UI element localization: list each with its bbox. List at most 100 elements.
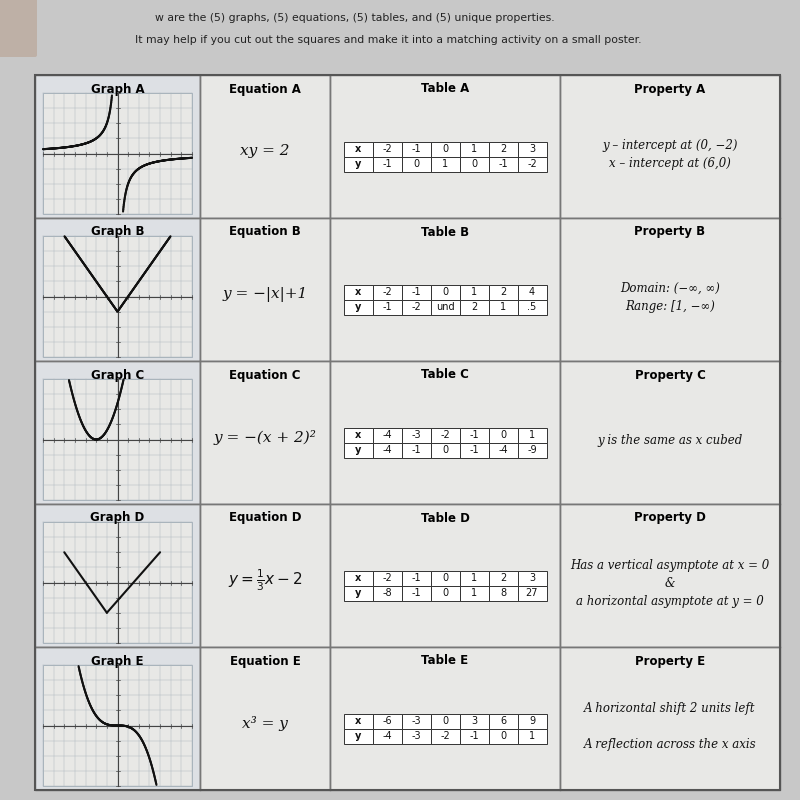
Text: Table A: Table A [421, 82, 469, 95]
Text: Property E: Property E [635, 654, 705, 667]
Bar [330, 504, 560, 647]
Bar [373, 729, 402, 743]
Bar [402, 586, 430, 601]
Bar [459, 299, 489, 314]
Bar [560, 647, 780, 790]
Bar [343, 427, 373, 442]
Text: Graph E: Graph E [91, 654, 144, 667]
Text: -1: -1 [498, 159, 508, 169]
Text: y: y [355, 159, 361, 169]
Bar [343, 299, 373, 314]
Text: -2: -2 [382, 573, 392, 583]
Text: Graph A: Graph A [90, 82, 144, 95]
Bar [518, 714, 546, 729]
Text: -2: -2 [440, 430, 450, 440]
Text: y: y [355, 445, 361, 455]
Bar [430, 586, 459, 601]
Bar [459, 157, 489, 171]
Text: -4: -4 [498, 445, 508, 455]
Text: x: x [355, 430, 361, 440]
Bar [343, 442, 373, 458]
Text: Equation C: Equation C [230, 369, 301, 382]
Bar [430, 729, 459, 743]
Bar [330, 75, 560, 218]
Bar [430, 299, 459, 314]
Bar [343, 586, 373, 601]
Bar [373, 442, 402, 458]
Bar [459, 586, 489, 601]
Text: -1: -1 [411, 588, 421, 598]
Text: x: x [355, 716, 361, 726]
Text: 1: 1 [471, 588, 477, 598]
Text: 1: 1 [471, 287, 477, 297]
Bar [489, 729, 518, 743]
Bar [43, 379, 192, 500]
FancyBboxPatch shape [0, 0, 37, 57]
Bar [560, 218, 780, 361]
Text: 4: 4 [529, 287, 535, 297]
Text: Domain: (−∞, ∞)
Range: [1, −∞): Domain: (−∞, ∞) Range: [1, −∞) [620, 282, 720, 313]
Bar [200, 218, 330, 361]
Bar [330, 218, 560, 361]
Text: Graph B: Graph B [90, 226, 144, 238]
Text: y: y [355, 302, 361, 312]
Bar [373, 142, 402, 157]
Text: x: x [355, 287, 361, 297]
Bar [402, 442, 430, 458]
Bar [560, 75, 780, 218]
Bar [43, 665, 192, 786]
Text: -2: -2 [382, 144, 392, 154]
Bar [402, 142, 430, 157]
Text: Equation B: Equation B [229, 226, 301, 238]
Bar [330, 361, 560, 504]
Bar [459, 714, 489, 729]
Text: xy = 2: xy = 2 [240, 145, 290, 158]
Text: 6: 6 [500, 716, 506, 726]
Text: x: x [355, 573, 361, 583]
Text: Graph C: Graph C [91, 369, 144, 382]
Bar [330, 647, 560, 790]
Text: -1: -1 [411, 144, 421, 154]
Bar [430, 142, 459, 157]
Text: 0: 0 [500, 731, 506, 741]
Bar [430, 157, 459, 171]
Bar [459, 285, 489, 299]
Bar [343, 729, 373, 743]
Text: -1: -1 [469, 731, 479, 741]
Text: x³ = y: x³ = y [242, 716, 288, 731]
Bar [459, 729, 489, 743]
Text: 3: 3 [529, 144, 535, 154]
Text: 9: 9 [529, 716, 535, 726]
Text: 0: 0 [442, 588, 448, 598]
Bar [200, 647, 330, 790]
Bar [560, 504, 780, 647]
Bar [343, 570, 373, 586]
Bar [35, 504, 200, 647]
Text: Has a vertical asymptote at x = 0
&
a horizontal asymptote at y = 0: Has a vertical asymptote at x = 0 & a ho… [570, 559, 770, 608]
Text: 2: 2 [500, 573, 506, 583]
Text: Equation D: Equation D [229, 511, 302, 525]
Text: 0: 0 [442, 445, 448, 455]
Text: 0: 0 [442, 716, 448, 726]
Text: 1: 1 [471, 573, 477, 583]
Text: 0: 0 [413, 159, 419, 169]
Text: -3: -3 [411, 731, 421, 741]
Bar [402, 729, 430, 743]
Text: Table E: Table E [422, 654, 469, 667]
Text: Equation E: Equation E [230, 654, 300, 667]
Bar [373, 586, 402, 601]
Text: -2: -2 [440, 731, 450, 741]
Text: y = −|x|+1: y = −|x|+1 [222, 287, 308, 302]
Bar [430, 570, 459, 586]
Bar [430, 285, 459, 299]
Bar [200, 75, 330, 218]
Text: Table D: Table D [421, 511, 470, 525]
Bar [518, 299, 546, 314]
Text: y: y [355, 588, 361, 598]
Text: -1: -1 [411, 573, 421, 583]
Bar [518, 285, 546, 299]
Text: 1: 1 [500, 302, 506, 312]
Bar [518, 729, 546, 743]
Text: 2: 2 [500, 287, 506, 297]
Text: 2: 2 [471, 302, 477, 312]
